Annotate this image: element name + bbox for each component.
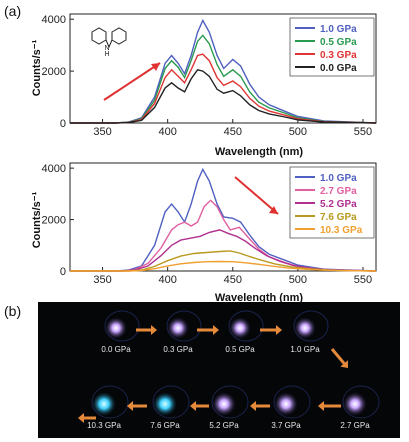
legend-label: 0.3 GPa — [320, 50, 357, 61]
x-tick-label: 350 — [93, 126, 111, 138]
cell-ring — [228, 310, 264, 342]
sequence-arrow-head — [213, 325, 219, 335]
x-tick-label: 400 — [158, 126, 176, 138]
y-axis-title: Counts/s⁻¹ — [31, 191, 43, 248]
x-tick-label: 550 — [354, 126, 372, 138]
series-line-1-0-gpa — [70, 167, 377, 272]
cell-ring — [152, 385, 190, 419]
y-tick-label: 4000 — [42, 163, 66, 175]
chart-bottom: Counts/s⁻¹ Wavelength (nm) 350 400 450 500 5… — [31, 162, 377, 304]
pressure-label: 10.3 GPa — [87, 421, 121, 430]
plot-frame — [69, 13, 377, 124]
fluorescence-glow — [153, 392, 177, 416]
pressure-label: 0.0 GPa — [101, 345, 131, 354]
legend-label: 5.2 GPa — [320, 199, 357, 210]
series-line-0-3-gpa — [70, 53, 377, 124]
cell-ring — [104, 310, 140, 342]
x-axis-title: Wavelength (nm) — [215, 292, 304, 304]
sequence-arrow-head — [318, 401, 324, 411]
legend-label: 2.7 GPa — [320, 186, 357, 197]
y-tick-label: 0 — [60, 266, 66, 278]
x-axis-title: Wavelength (nm) — [215, 146, 304, 158]
cell-ring — [342, 385, 380, 419]
carbazole-structure-inset: H N — [91, 27, 127, 58]
x-tick-label: 350 — [93, 274, 111, 286]
sequence-arrow — [330, 348, 346, 365]
fluorescence-glow — [343, 392, 367, 416]
sequence-arrow-head — [151, 325, 157, 335]
sequence-arrow-head — [127, 401, 133, 411]
svg-text:H: H — [104, 51, 109, 58]
photo-strip: 0.0 GPa 0.3 GPa 0.5 GPa 1.0 GPa 10.3 GPa 7.6 … — [38, 302, 400, 438]
trend-arrow-up — [103, 62, 161, 101]
photo-background — [38, 302, 400, 438]
pressure-label: 1.0 GPa — [290, 345, 320, 354]
panel-label-a: (a) — [4, 3, 21, 19]
cell-ring — [166, 310, 202, 342]
pressure-label: 0.3 GPa — [163, 345, 193, 354]
x-tick-label: 550 — [354, 274, 372, 286]
legend-label: 0.0 GPa — [320, 63, 357, 74]
fluorescence-glow — [105, 317, 127, 339]
cell-ring — [91, 385, 129, 419]
sequence-arrow-head — [340, 360, 348, 368]
plot-frame — [69, 162, 377, 272]
x-tick-label: 450 — [224, 274, 242, 286]
fluorescence-glow — [92, 392, 116, 416]
pressure-label: 3.7 GPa — [271, 421, 301, 430]
y-tick-label: 2000 — [42, 66, 66, 78]
series-line-7-6-gpa — [70, 250, 377, 272]
trend-arrow-down — [234, 176, 279, 215]
panel-label-b: (b) — [4, 303, 21, 319]
fluorescence-glow — [212, 392, 236, 416]
x-tick-label: 500 — [289, 274, 307, 286]
series-line-10-3-gpa — [70, 260, 377, 272]
svg-text:N: N — [104, 45, 109, 52]
fluorescence-glow — [167, 317, 189, 339]
y-tick-label: 4000 — [42, 14, 66, 26]
pressure-label: 0.5 GPa — [225, 345, 255, 354]
sequence-arrow-head — [190, 401, 196, 411]
series-line-0-0-gpa — [70, 69, 377, 124]
sequence-arrow-head — [250, 401, 256, 411]
pressure-label: 5.2 GPa — [209, 421, 239, 430]
fluorescence-glow — [274, 392, 298, 416]
y-tick-label: 0 — [60, 118, 66, 130]
chart-top: Counts/s⁻¹ Wavelength (nm) H N 350 400 450… — [31, 13, 377, 158]
series-line-0-5-gpa — [70, 34, 377, 124]
legend-label: 10.3 GPa — [320, 225, 363, 236]
series-line-1-0-gpa — [70, 18, 377, 124]
legend-label: 0.5 GPa — [320, 37, 357, 48]
legend-label: 1.0 GPa — [320, 24, 357, 35]
fluorescence-glow — [229, 317, 251, 339]
legend-label: 7.6 GPa — [320, 212, 357, 223]
cell-ring — [273, 385, 311, 419]
pressure-label: 2.7 GPa — [340, 421, 370, 430]
pressure-label: 7.6 GPa — [150, 421, 180, 430]
x-tick-label: 450 — [224, 126, 242, 138]
sequence-arrow-head — [276, 325, 282, 335]
sequence-arrow-head — [78, 413, 84, 423]
cell-ring — [293, 310, 329, 342]
y-tick-label: 2000 — [42, 215, 66, 227]
x-tick-label: 500 — [289, 126, 307, 138]
y-axis-title: Counts/s⁻¹ — [31, 39, 43, 96]
x-tick-label: 400 — [158, 274, 176, 286]
series-line-5-2-gpa — [70, 229, 377, 272]
fluorescence-glow — [294, 317, 316, 339]
legend-label: 1.0 GPa — [320, 173, 357, 184]
cell-ring — [211, 385, 249, 419]
